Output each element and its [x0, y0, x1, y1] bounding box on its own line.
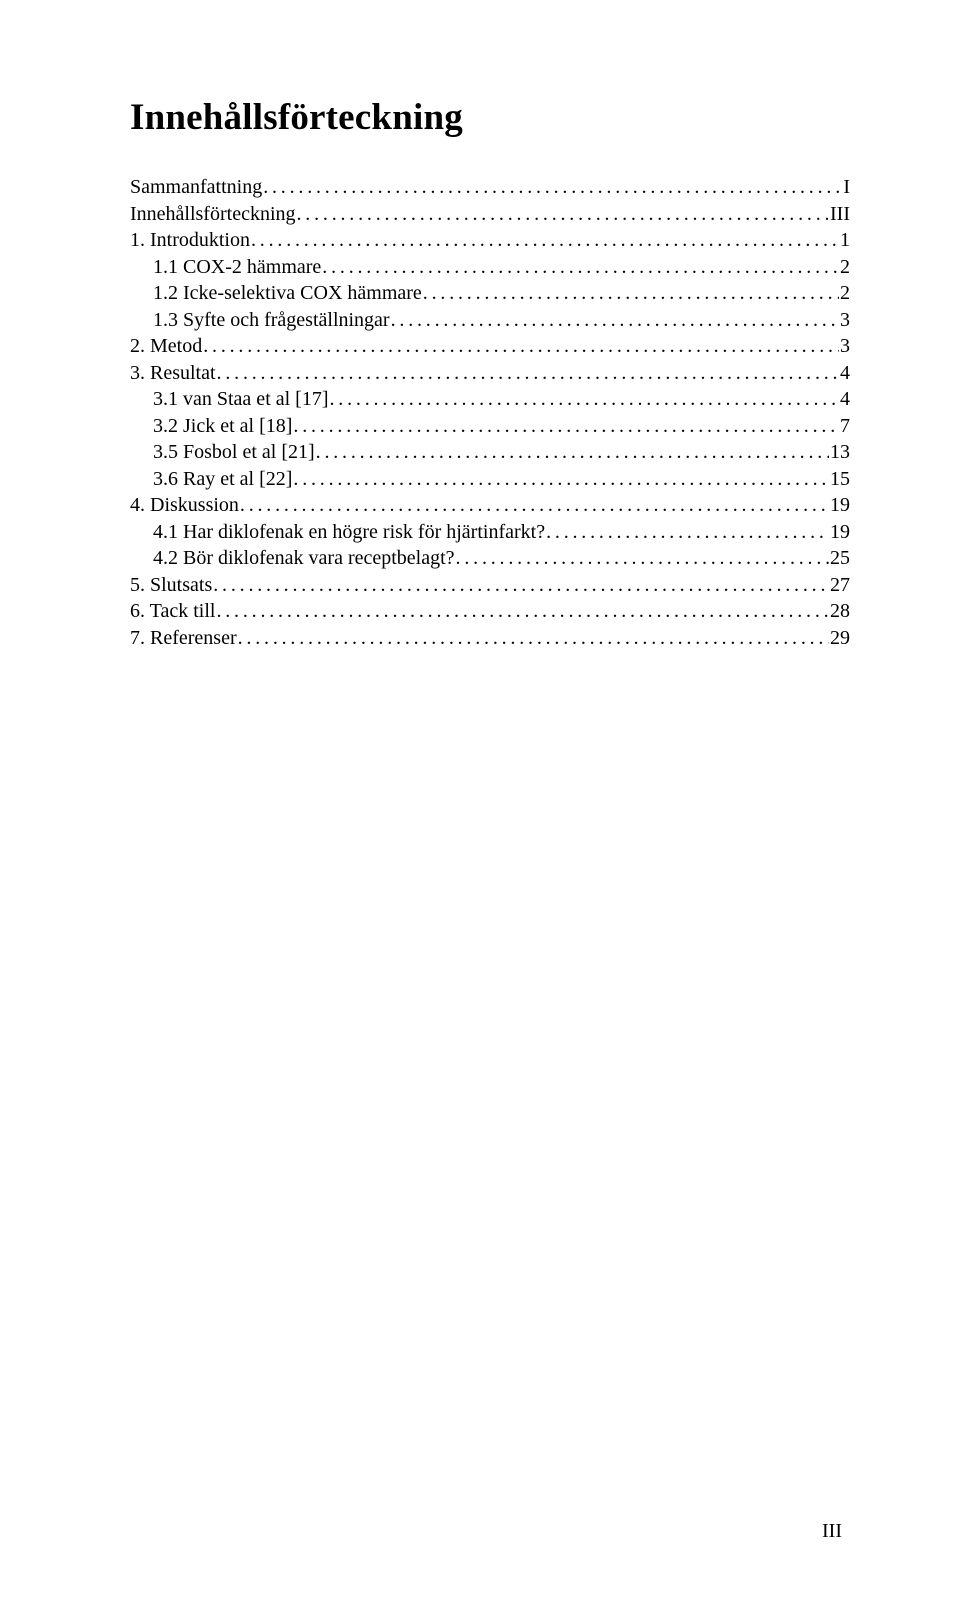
toc-leader-dots	[251, 230, 839, 250]
toc-entry-page: 19	[830, 495, 850, 515]
toc-entry-label: 1.3 Syfte och frågeställningar	[153, 310, 390, 330]
page-title: Innehållsförteckning	[130, 96, 850, 139]
toc-entry-page: 1	[840, 230, 850, 250]
toc-leader-dots	[546, 522, 829, 542]
toc-entry-label: 1. Introduktion	[130, 230, 250, 250]
toc-entry-label: Sammanfattning	[130, 177, 262, 197]
toc-row: Sammanfattning I	[130, 177, 850, 197]
toc-leader-dots	[330, 389, 840, 409]
document-page: Innehållsförteckning Sammanfattning I Inne…	[0, 0, 960, 1621]
toc-row: 4.2 Bör diklofenak vara receptbelagt? 25	[130, 548, 850, 568]
toc-entry-page: 3	[840, 310, 850, 330]
toc-row: 3.1 van Staa et al [17] 4	[130, 389, 850, 409]
toc-row: 6. Tack till 28	[130, 601, 850, 621]
page-number: III	[822, 1520, 842, 1543]
toc-entry-page: 29	[830, 628, 850, 648]
toc-row: 1.1 COX-2 hämmare 2	[130, 257, 850, 277]
toc-leader-dots	[240, 495, 829, 515]
toc-entry-label: 4.1 Har diklofenak en högre risk för hjä…	[153, 522, 545, 542]
toc-entry-page: 13	[830, 442, 850, 462]
toc-entry-label: 6. Tack till	[130, 601, 215, 621]
toc-leader-dots	[322, 257, 839, 277]
toc-entry-page: 2	[840, 257, 850, 277]
toc-entry-page: 2	[840, 283, 850, 303]
toc-entry-label: 3.1 van Staa et al [17]	[153, 389, 329, 409]
toc-leader-dots	[391, 310, 839, 330]
toc-row: 4. Diskussion 19	[130, 495, 850, 515]
toc-leader-dots	[217, 363, 839, 383]
toc-entry-page: 15	[830, 469, 850, 489]
toc-row: 1.3 Syfte och frågeställningar 3	[130, 310, 850, 330]
toc-entry-label: 1.1 COX-2 hämmare	[153, 257, 321, 277]
toc-entry-label: 5. Slutsats	[130, 575, 212, 595]
toc-row: 3.2 Jick et al [18] 7	[130, 416, 850, 436]
toc-entry-label: 3. Resultat	[130, 363, 216, 383]
toc-entry-page: 4	[840, 363, 850, 383]
toc-row: 5. Slutsats 27	[130, 575, 850, 595]
toc-row: 3.6 Ray et al [22] 15	[130, 469, 850, 489]
toc-entry-label: 3.6 Ray et al [22]	[153, 469, 292, 489]
toc-entry-page: III	[830, 204, 850, 224]
toc-leader-dots	[316, 442, 829, 462]
toc-leader-dots	[238, 628, 829, 648]
toc-entry-label: 3.2 Jick et al [18]	[153, 416, 292, 436]
toc-entry-label: 4.2 Bör diklofenak vara receptbelagt?	[153, 548, 455, 568]
toc-leader-dots	[293, 416, 839, 436]
toc-entry-label: 1.2 Icke-selektiva COX hämmare	[153, 283, 422, 303]
toc-entry-page: 27	[830, 575, 850, 595]
toc-entry-page: 7	[840, 416, 850, 436]
toc-entry-page: 3	[840, 336, 850, 356]
toc-entry-page: I	[843, 177, 850, 197]
toc-entry-page: 28	[830, 601, 850, 621]
toc-leader-dots	[263, 177, 842, 197]
toc-leader-dots	[456, 548, 829, 568]
toc-entry-label: 3.5 Fosbol et al [21]	[153, 442, 315, 462]
table-of-contents: Sammanfattning I Innehållsförteckning III 1.…	[130, 177, 850, 648]
toc-row: 2. Metod 3	[130, 336, 850, 356]
toc-leader-dots	[297, 204, 830, 224]
toc-row: 4.1 Har diklofenak en högre risk för hjä…	[130, 522, 850, 542]
toc-entry-page: 25	[830, 548, 850, 568]
toc-leader-dots	[203, 336, 839, 356]
toc-entry-label: 2. Metod	[130, 336, 202, 356]
toc-entry-label: 7. Referenser	[130, 628, 237, 648]
toc-row: 1.2 Icke-selektiva COX hämmare 2	[130, 283, 850, 303]
toc-row: 7. Referenser 29	[130, 628, 850, 648]
toc-leader-dots	[213, 575, 829, 595]
toc-row: Innehållsförteckning III	[130, 204, 850, 224]
toc-entry-label: 4. Diskussion	[130, 495, 239, 515]
toc-entry-label: Innehållsförteckning	[130, 204, 296, 224]
toc-leader-dots	[423, 283, 839, 303]
toc-entry-page: 4	[840, 389, 850, 409]
toc-row: 3. Resultat 4	[130, 363, 850, 383]
toc-row: 1. Introduktion 1	[130, 230, 850, 250]
toc-leader-dots	[216, 601, 829, 621]
toc-leader-dots	[293, 469, 829, 489]
toc-entry-page: 19	[830, 522, 850, 542]
toc-row: 3.5 Fosbol et al [21] 13	[130, 442, 850, 462]
